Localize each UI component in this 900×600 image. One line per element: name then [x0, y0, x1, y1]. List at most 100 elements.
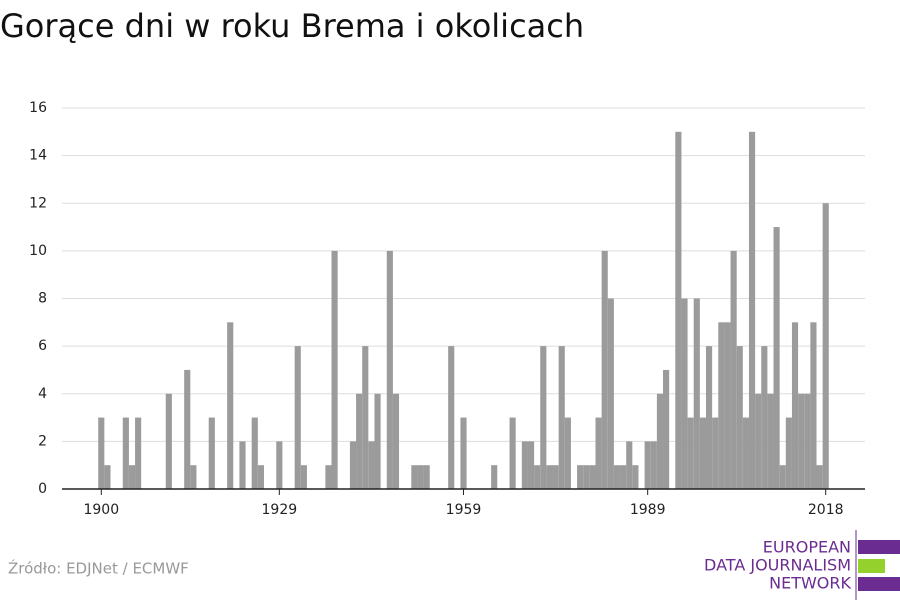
logo-bar: [858, 559, 885, 573]
bar: [257, 465, 264, 489]
bar: [613, 465, 621, 489]
y-tick-label: 12: [29, 195, 47, 211]
bar: [386, 250, 393, 489]
bar: [534, 465, 541, 489]
bar: [374, 393, 381, 489]
y-tick-label: 4: [38, 386, 47, 402]
logo-bar: [858, 577, 900, 591]
bar: [411, 465, 418, 489]
bar: [595, 417, 602, 489]
y-tick-label: 6: [38, 338, 47, 354]
bar: [748, 131, 756, 489]
bar: [135, 417, 142, 489]
y-tick-label: 16: [29, 100, 47, 116]
bar: [656, 393, 664, 489]
bar: [577, 465, 584, 489]
bar: [804, 393, 811, 489]
bar: [392, 393, 400, 489]
bar: [491, 465, 498, 489]
bar: [448, 346, 455, 489]
bar: [822, 203, 829, 489]
x-tick-label: 1989: [630, 502, 666, 518]
bar: [564, 417, 571, 489]
y-tick-label: 8: [38, 291, 47, 307]
bar: [675, 131, 682, 489]
bar: [644, 441, 651, 489]
y-tick-label: 10: [29, 243, 47, 259]
bar: [589, 465, 596, 489]
bar: [165, 393, 172, 489]
bar: [693, 298, 700, 489]
bar: [509, 417, 516, 489]
bar: [767, 393, 774, 489]
bar: [718, 322, 725, 489]
bar: [460, 417, 467, 489]
logo-bar: [858, 540, 900, 554]
logo-text: NETWORK: [769, 574, 851, 593]
bar: [779, 465, 786, 489]
y-tick-label: 14: [29, 148, 47, 164]
bar: [122, 417, 129, 489]
bar: [552, 465, 559, 489]
bar: [724, 322, 731, 489]
bar: [540, 346, 547, 489]
bar: [356, 393, 363, 489]
bar: [546, 465, 553, 489]
bar: [755, 393, 762, 489]
bar: [521, 441, 528, 489]
logo-text: DATA JOURNALISM: [704, 556, 851, 575]
bar: [423, 465, 430, 489]
x-tick-label: 1959: [446, 502, 482, 518]
y-tick-label: 2: [38, 433, 47, 449]
bar: [742, 417, 749, 489]
bar: [325, 465, 332, 489]
bar: [626, 441, 633, 489]
bar: [810, 322, 817, 489]
bar: [558, 346, 565, 489]
bar: [417, 465, 424, 489]
bar: [712, 417, 719, 489]
bar: [583, 465, 590, 489]
bar: [632, 465, 639, 489]
bar: [362, 346, 369, 489]
bar: [650, 441, 657, 489]
bar: [620, 465, 627, 489]
bar: [190, 465, 197, 489]
bar: [184, 369, 191, 489]
bar: [128, 465, 136, 489]
bar: [104, 465, 111, 489]
bar: [239, 441, 246, 489]
bar: [730, 250, 737, 489]
bar: [681, 298, 688, 489]
bar: [816, 465, 823, 489]
bar: [785, 417, 792, 489]
bar: [527, 441, 535, 489]
bar: [331, 250, 338, 489]
bar: [227, 322, 234, 489]
bar: [699, 417, 706, 489]
bar: [607, 298, 614, 489]
bar: [208, 417, 215, 489]
bar: [761, 346, 768, 489]
bar: [773, 227, 780, 489]
bar: [294, 346, 301, 489]
x-tick-label: 1900: [83, 502, 119, 518]
chart-title: Gorące dni w roku Brema i okolicach: [0, 7, 584, 45]
bar: [251, 417, 258, 489]
bar: [349, 441, 357, 489]
logo-text: EUROPEAN: [763, 538, 851, 557]
y-tick-label: 0: [38, 481, 47, 497]
source: Źródło: EDJNet / ECMWF: [8, 559, 189, 578]
x-tick-label: 2018: [808, 502, 844, 518]
bar: [736, 346, 743, 489]
bar: [276, 441, 283, 489]
bar: [791, 322, 799, 489]
bar: [601, 250, 608, 489]
x-tick-label: 1929: [262, 502, 298, 518]
bar: [705, 346, 713, 489]
bar: [98, 417, 105, 489]
bar: [687, 417, 694, 489]
bar: [300, 465, 307, 489]
